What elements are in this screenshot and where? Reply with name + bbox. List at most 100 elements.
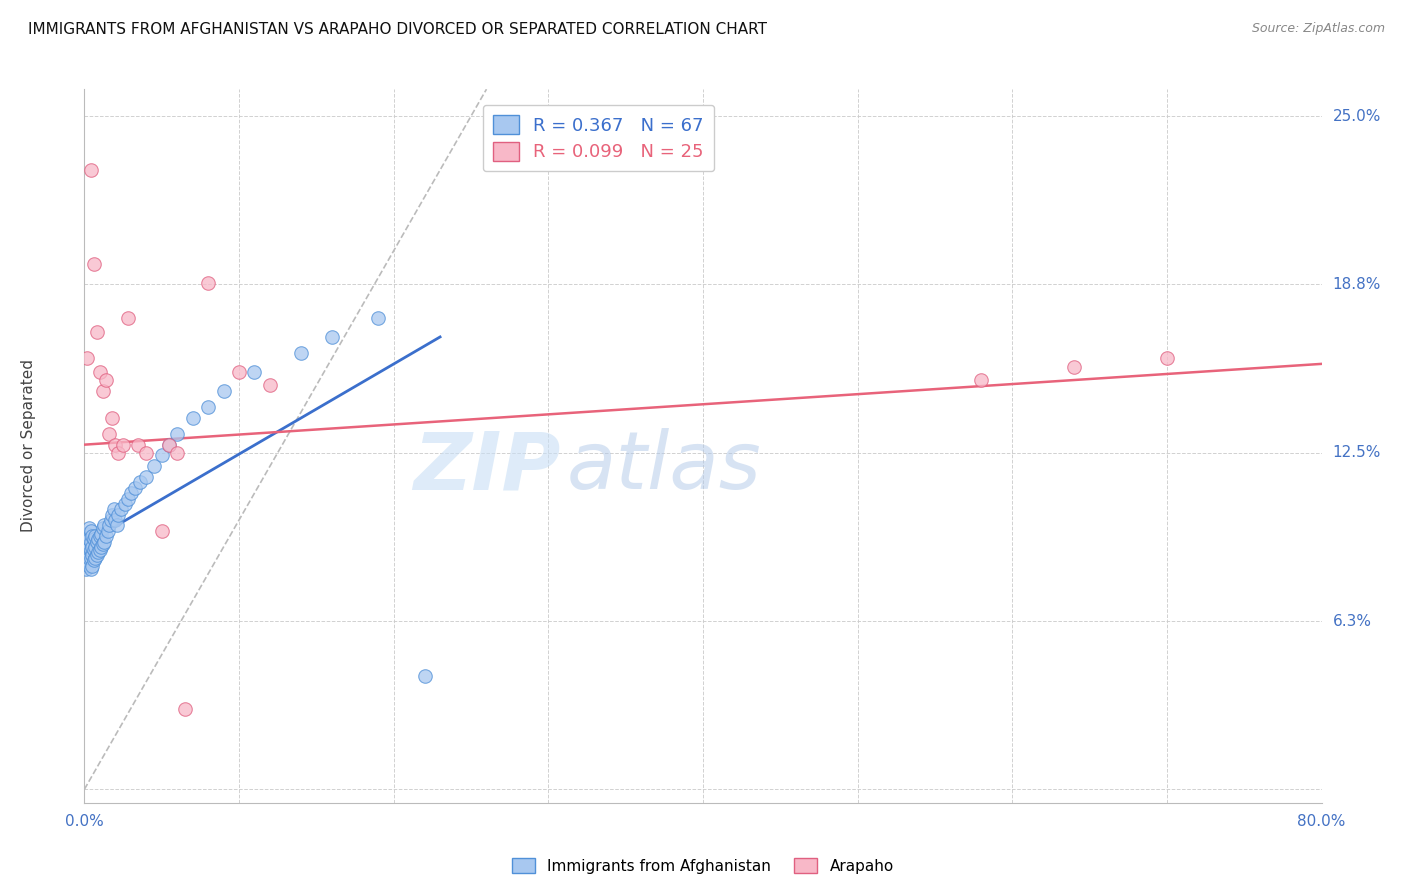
Point (101, 410, 124, 425)
Point (290, 346, 312, 360)
Point (103, 502, 125, 516)
Point (228, 365, 250, 379)
Point (82, 529, 104, 543)
Point (93, 534, 115, 549)
Point (367, 311, 389, 326)
Point (89, 542, 111, 557)
Point (77, 540, 100, 554)
Point (101, 508, 124, 522)
Point (86, 548, 108, 562)
Point (100, 513, 122, 527)
Point (96, 524, 118, 538)
Point (77, 532, 100, 546)
Point (79, 561, 101, 575)
Point (84, 550, 107, 565)
Point (91, 537, 114, 551)
Point (79, 534, 101, 549)
Point (76, 351, 98, 366)
Point (83, 542, 105, 557)
Point (98, 426, 121, 441)
Point (90, 540, 112, 554)
Point (321, 330, 343, 344)
Point (166, 426, 188, 441)
Point (84, 540, 107, 554)
Point (107, 446, 129, 460)
Point (150, 449, 173, 463)
Point (83, 532, 105, 546)
Point (79, 163, 101, 178)
Point (94, 529, 117, 543)
Point (98, 518, 121, 533)
Legend: R = 0.367   N = 67, R = 0.099   N = 25: R = 0.367 N = 67, R = 0.099 N = 25 (482, 105, 714, 171)
Point (197, 276, 219, 290)
Point (105, 518, 128, 533)
Point (86, 325, 108, 339)
Point (970, 373, 993, 387)
Point (82, 558, 104, 573)
Text: IMMIGRANTS FROM AFGHANISTAN VS ARAPAHO DIVORCED OR SEPARATED CORRELATION CHART: IMMIGRANTS FROM AFGHANISTAN VS ARAPAHO D… (28, 22, 768, 37)
Point (197, 400, 219, 414)
Point (93, 518, 115, 533)
Point (135, 446, 157, 460)
Point (79, 542, 101, 557)
Point (82, 548, 104, 562)
Point (174, 701, 197, 715)
Point (117, 311, 139, 326)
Text: 18.8%: 18.8% (1333, 277, 1381, 292)
Text: 0.0%: 0.0% (65, 814, 104, 829)
Point (1156, 351, 1178, 366)
Text: Divorced or Separated: Divorced or Separated (21, 359, 37, 533)
Point (124, 481, 146, 495)
Point (107, 508, 129, 522)
Point (79, 524, 101, 538)
Point (112, 437, 135, 451)
Point (166, 446, 188, 460)
Point (75, 545, 97, 559)
Point (150, 524, 173, 538)
Point (1063, 359, 1085, 374)
Point (243, 365, 266, 379)
Point (76, 526, 98, 541)
Point (159, 437, 180, 451)
Point (212, 384, 235, 398)
Point (129, 475, 152, 490)
Point (143, 459, 166, 474)
Legend: Immigrants from Afghanistan, Arapaho: Immigrants from Afghanistan, Arapaho (506, 852, 900, 880)
Text: 6.3%: 6.3% (1333, 614, 1372, 629)
Point (84, 529, 107, 543)
Point (76, 553, 98, 567)
Point (181, 410, 204, 425)
Point (159, 437, 180, 451)
Point (77, 521, 100, 535)
Point (87, 545, 110, 559)
Point (83, 553, 105, 567)
Point (413, 669, 436, 683)
Text: 12.5%: 12.5% (1333, 445, 1381, 460)
Point (114, 497, 136, 511)
Point (91, 521, 114, 535)
Point (75, 561, 97, 575)
Point (77, 558, 100, 573)
Point (104, 513, 127, 527)
Point (110, 502, 132, 516)
Point (117, 491, 139, 506)
Point (89, 365, 111, 379)
Point (127, 437, 149, 451)
Point (79, 550, 101, 565)
Text: ZIP: ZIP (413, 428, 561, 507)
Point (259, 378, 281, 392)
Text: Source: ZipAtlas.com: Source: ZipAtlas.com (1251, 22, 1385, 36)
Point (76, 534, 98, 549)
Point (90, 526, 112, 541)
Text: atlas: atlas (567, 428, 762, 507)
Point (76, 545, 98, 559)
Point (94, 373, 117, 387)
Point (91, 384, 114, 398)
Text: 80.0%: 80.0% (1298, 814, 1346, 829)
Point (86, 534, 108, 549)
Point (87, 532, 110, 546)
Point (82, 540, 104, 554)
Point (77, 550, 100, 565)
Point (135, 470, 157, 484)
Point (120, 486, 142, 500)
